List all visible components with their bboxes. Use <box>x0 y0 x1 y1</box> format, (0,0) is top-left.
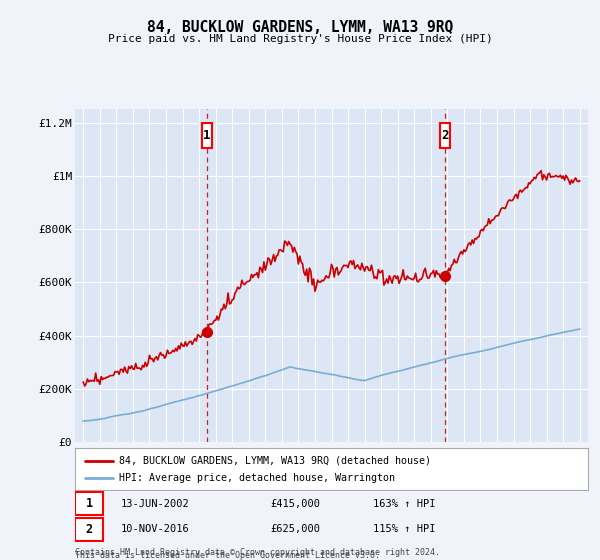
Text: Contains HM Land Registry data © Crown copyright and database right 2024.: Contains HM Land Registry data © Crown c… <box>75 548 440 557</box>
Text: 84, BUCKLOW GARDENS, LYMM, WA13 9RQ: 84, BUCKLOW GARDENS, LYMM, WA13 9RQ <box>147 20 453 35</box>
Text: 163% ↑ HPI: 163% ↑ HPI <box>373 498 435 508</box>
Text: 84, BUCKLOW GARDENS, LYMM, WA13 9RQ (detached house): 84, BUCKLOW GARDENS, LYMM, WA13 9RQ (det… <box>119 456 431 465</box>
Text: 13-JUN-2002: 13-JUN-2002 <box>121 498 190 508</box>
Text: 115% ↑ HPI: 115% ↑ HPI <box>373 524 435 534</box>
Text: 1: 1 <box>203 129 211 142</box>
Text: 1: 1 <box>86 497 92 510</box>
Text: 2: 2 <box>442 129 449 142</box>
Text: 10-NOV-2016: 10-NOV-2016 <box>121 524 190 534</box>
Bar <box>75 519 103 540</box>
Text: This data is licensed under the Open Government Licence v3.0.: This data is licensed under the Open Gov… <box>75 551 380 560</box>
Bar <box>440 123 450 147</box>
Text: Price paid vs. HM Land Registry's House Price Index (HPI): Price paid vs. HM Land Registry's House … <box>107 34 493 44</box>
Text: 2: 2 <box>86 523 92 536</box>
Text: HPI: Average price, detached house, Warrington: HPI: Average price, detached house, Warr… <box>119 473 395 483</box>
Bar <box>202 123 212 147</box>
Text: £415,000: £415,000 <box>270 498 320 508</box>
Bar <box>75 492 103 515</box>
Text: £625,000: £625,000 <box>270 524 320 534</box>
